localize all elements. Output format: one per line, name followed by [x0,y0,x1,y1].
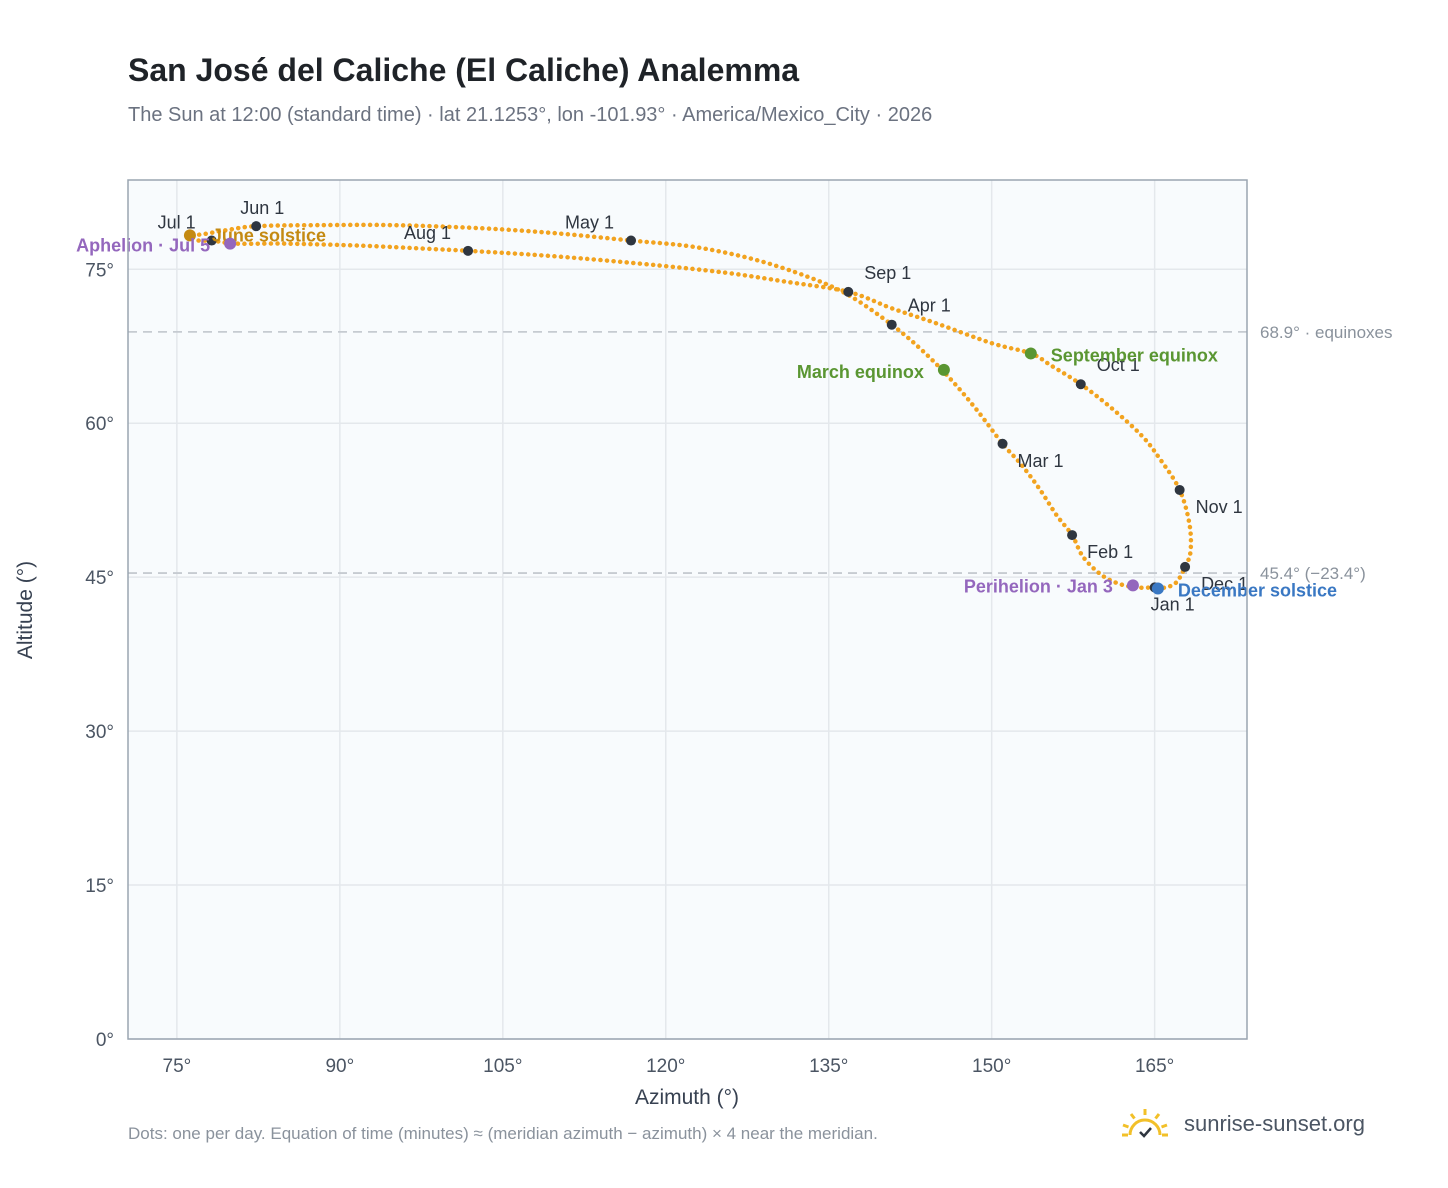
y-tick-label: 15° [85,876,114,897]
brand-link[interactable]: sunrise-sunset.org [1120,1102,1365,1146]
month-marker [886,319,897,330]
month-label: Oct 1 [1097,355,1140,375]
reference-lines: 68.9° · equinoxes 45.4° (−23.4°) [128,323,1393,583]
month-label: May 1 [565,213,614,233]
month-label: Feb 1 [1087,542,1133,562]
x-axis-label: Azimuth (°) [635,1086,739,1109]
month-marker [251,221,262,232]
month-marker [997,438,1008,449]
analemma-path [187,222,1194,591]
month-label: Apr 1 [908,296,951,316]
month-markers: Jan 1 Feb 1 Mar 1 Apr 1 May 1 Jun 1 Jul 1 Aug 1… [158,198,1248,614]
footnote: Dots: one per day. Equation of time (min… [128,1124,878,1143]
y-axis-label: Altitude (°) [14,561,37,659]
month-marker [1174,484,1185,495]
y-tick-label: 45° [85,568,114,589]
month-label: Dec 1 [1201,574,1248,594]
event-marker [937,363,950,376]
x-tick-label: 75° [163,1056,192,1077]
month-label: Jul 1 [158,213,196,233]
month-marker [206,235,217,246]
event-label: March equinox [797,362,924,382]
month-marker [626,235,637,246]
x-tick-label: 105° [483,1056,522,1077]
month-label: Jun 1 [240,198,284,218]
event-label: Aphelion · Jul 5 [76,236,210,256]
month-marker [463,245,474,256]
month-label: Sep 1 [864,263,911,283]
reference-line-label: 68.9° · equinoxes [1260,323,1393,342]
plot-area [128,180,1247,1039]
event-marker [1024,347,1037,360]
month-marker [1075,379,1086,390]
plot-frame [127,179,1248,1040]
y-tick-label: 75° [85,260,114,281]
chart-subtitle: The Sun at 12:00 (standard time) · lat 2… [128,104,933,126]
event-marker [183,229,196,242]
month-label: Aug 1 [404,223,451,243]
month-marker [843,286,854,297]
month-marker [1180,561,1191,572]
chart-title: San José del Caliche (El Caliche) Analem… [128,52,800,88]
x-tick-label: 135° [809,1056,848,1077]
month-label: Nov 1 [1196,497,1243,517]
event-label: December solstice [1178,580,1337,600]
axis-ticks: 75° 90° 105° 120° 135° 150° 165° 0° 15° 30° 45° 60°… [85,260,1174,1077]
y-tick-label: 0° [96,1030,114,1051]
x-tick-label: 90° [325,1056,354,1077]
month-label: Mar 1 [1018,451,1064,471]
event-label: Perihelion · Jan 3 [964,576,1113,596]
event-label: September equinox [1051,345,1218,365]
reference-line-label: 45.4° (−23.4°) [1260,564,1366,583]
x-tick-label: 150° [972,1056,1011,1077]
x-tick-label: 165° [1135,1056,1174,1077]
event-label: June solstice [212,225,326,245]
sun-logo-icon [1122,1109,1168,1138]
brand-text: sunrise-sunset.org [1184,1111,1365,1136]
event-marker [1126,579,1139,592]
event-marker [1151,582,1164,595]
event-markers: March equinox September equinox June solst… [76,225,1337,600]
event-marker [224,237,237,250]
y-tick-label: 60° [85,414,114,435]
analemma-curve [187,222,1194,591]
month-label: Jan 1 [1151,594,1195,614]
y-tick-label: 30° [85,722,114,743]
month-marker [1067,530,1078,541]
x-tick-label: 120° [646,1056,685,1077]
